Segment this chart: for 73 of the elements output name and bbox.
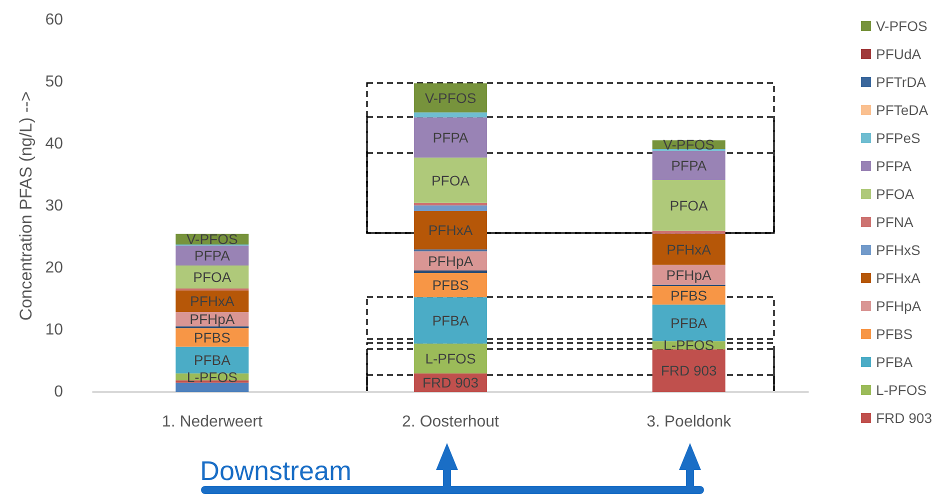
legend-label: PFBA: [876, 354, 914, 370]
text: PFBS: [432, 277, 469, 294]
text: PFBA: [432, 312, 469, 328]
legend-label: PFHpA: [876, 298, 922, 314]
bar: [414, 272, 487, 298]
text: PFHpA: [666, 266, 712, 283]
text: PFOA: [670, 197, 708, 214]
legend-label: PFHxA: [876, 270, 921, 286]
legend-label: PFTeDA: [876, 102, 929, 118]
legend-label: V-PFOS: [876, 18, 928, 34]
text: PFPA: [432, 129, 468, 146]
text: PFHxA: [666, 241, 712, 258]
legend-label: PFNA: [876, 214, 914, 230]
bar: [414, 270, 487, 273]
bar: [652, 150, 726, 180]
y-tick-label: 50: [45, 74, 64, 90]
bar: [414, 158, 487, 203]
text: PFHpA: [428, 252, 474, 269]
bar: [652, 234, 726, 265]
text: PFOA: [193, 268, 232, 285]
text: FRD 903: [422, 374, 479, 391]
legend-label: L-PFOS: [876, 382, 927, 398]
text: V-PFOS: [424, 90, 476, 106]
y-axis-title: Concentration PFAS (ng/L) -->: [16, 91, 36, 321]
text: FRD 903: [660, 362, 717, 379]
bar: [652, 180, 726, 231]
bar: [414, 205, 487, 211]
bar: [414, 210, 487, 250]
text: V-PFOS: [186, 231, 238, 248]
text: PFHxA: [428, 222, 473, 238]
legend-label: PFUdA: [876, 46, 922, 62]
y-tick-label: 0: [54, 384, 64, 400]
bar: [414, 344, 487, 374]
bar: [414, 202, 487, 206]
y-tick-label: 60: [45, 12, 64, 28]
bar: [176, 382, 249, 392]
text: L-PFOS: [425, 350, 476, 367]
x-tick-label: 1. Nederweert: [162, 414, 263, 430]
bar: [414, 83, 487, 112]
text: L-PFOS: [664, 337, 714, 354]
bar: [414, 297, 487, 344]
bar: [176, 346, 249, 374]
bar: [414, 112, 487, 118]
bar: [176, 246, 249, 266]
text: PFOA: [431, 172, 470, 188]
text: PFBS: [670, 287, 708, 304]
y-tick-label: 20: [45, 260, 64, 276]
text: V-PFOS: [663, 136, 715, 153]
y-tick-label: 10: [45, 322, 64, 338]
text: PFBA: [194, 352, 230, 368]
bar: [414, 117, 487, 158]
bar: [652, 304, 726, 342]
text: PFPA: [194, 248, 230, 264]
legend-label: PFPA: [876, 158, 912, 174]
legend-label: FRD 903: [876, 410, 932, 426]
legend-label: PFBS: [876, 326, 913, 342]
x-tick-label: 3. Poeldonk: [646, 414, 732, 430]
text: PFBA: [670, 314, 708, 331]
legend-label: PFOA: [876, 186, 915, 202]
legend-label: PFPeS: [876, 130, 920, 146]
text: PFHxA: [190, 293, 234, 310]
bar: [652, 230, 726, 234]
bar: [176, 266, 249, 288]
legend-label: PFTrDA: [876, 74, 927, 90]
x-tick-label: 2. Oosterhout: [402, 414, 500, 430]
text: PFHpA: [190, 311, 235, 328]
legend-label: PFHxS: [876, 242, 920, 258]
text: PFPA: [671, 157, 707, 174]
text: PFBS: [194, 329, 230, 346]
text: Downstream: [200, 456, 352, 486]
y-tick-label: 40: [45, 136, 64, 152]
y-tick-label: 30: [45, 198, 64, 214]
bar: [652, 349, 726, 392]
